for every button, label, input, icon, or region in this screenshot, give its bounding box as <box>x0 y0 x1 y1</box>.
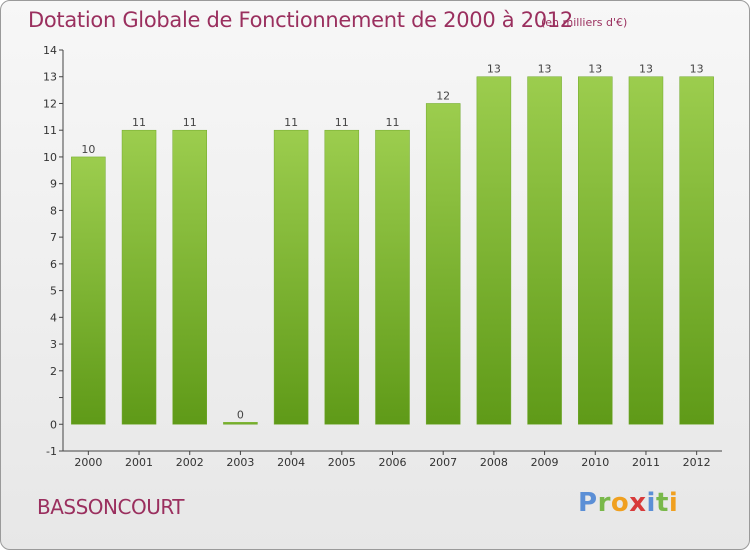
x-tick-label: 2006 <box>379 456 407 469</box>
bar <box>324 129 360 425</box>
x-tick-label: 2000 <box>74 456 102 469</box>
y-tick-label: 8 <box>50 204 57 217</box>
x-tick-label: 2007 <box>429 456 457 469</box>
y-tick-label: 2 <box>50 365 57 378</box>
y-tick-label: 4 <box>50 311 57 324</box>
bar <box>628 76 664 425</box>
bar <box>273 129 309 425</box>
y-tick-label: 9 <box>50 178 57 191</box>
chart-title: Dotation Globale de Fonctionnement de 20… <box>28 8 573 32</box>
bar <box>71 156 106 425</box>
bar-value-label: 13 <box>639 63 653 76</box>
x-tick-label: 2010 <box>581 456 609 469</box>
y-tick-label: 3 <box>50 338 57 351</box>
bar-value-label: 13 <box>588 63 602 76</box>
y-tick-label: 7 <box>50 231 57 244</box>
x-tick-label: 2005 <box>328 456 356 469</box>
x-tick-label: 2009 <box>531 456 559 469</box>
y-tick-label: 14 <box>43 44 57 57</box>
bar <box>121 129 157 425</box>
x-tick-label: 2011 <box>632 456 660 469</box>
bar-value-label: 12 <box>436 89 450 102</box>
y-tick-label: 11 <box>43 124 57 137</box>
proxiti-logo: Proxiti <box>578 488 679 518</box>
bar-value-label: 13 <box>487 63 501 76</box>
bar-value-label: 11 <box>183 116 197 129</box>
bar-value-label: 10 <box>81 143 95 156</box>
unit-note: (en milliers d'€) <box>541 16 628 29</box>
bar-value-label: 11 <box>132 116 146 129</box>
bar <box>223 422 258 425</box>
x-tick-label: 2003 <box>226 456 254 469</box>
y-tick-label: -1 <box>46 445 57 458</box>
bar-value-label: 13 <box>690 63 704 76</box>
bar-value-label: 11 <box>386 116 400 129</box>
bar <box>679 76 714 425</box>
y-tick-label: 10 <box>43 151 57 164</box>
y-tick-label: 12 <box>43 97 57 110</box>
bar-value-label: 11 <box>335 116 349 129</box>
y-tick-label: 13 <box>43 71 57 84</box>
bar <box>476 76 512 425</box>
bar-value-label: 11 <box>284 116 298 129</box>
x-tick-label: 2012 <box>683 456 711 469</box>
x-tick-label: 2001 <box>125 456 153 469</box>
bar-value-label: 0 <box>237 408 244 421</box>
bar <box>578 76 613 425</box>
x-tick-label: 2002 <box>176 456 204 469</box>
bar <box>172 129 207 425</box>
bar <box>375 129 410 425</box>
x-tick-label: 2004 <box>277 456 305 469</box>
y-tick-label: 6 <box>50 258 57 271</box>
y-tick-label: 5 <box>50 285 57 298</box>
y-tick-label: 0 <box>50 418 57 431</box>
x-tick-label: 2008 <box>480 456 508 469</box>
bar-value-label: 13 <box>538 63 552 76</box>
bar <box>425 103 461 425</box>
commune-name: BASSONCOURT <box>37 495 185 519</box>
bar <box>527 76 562 425</box>
